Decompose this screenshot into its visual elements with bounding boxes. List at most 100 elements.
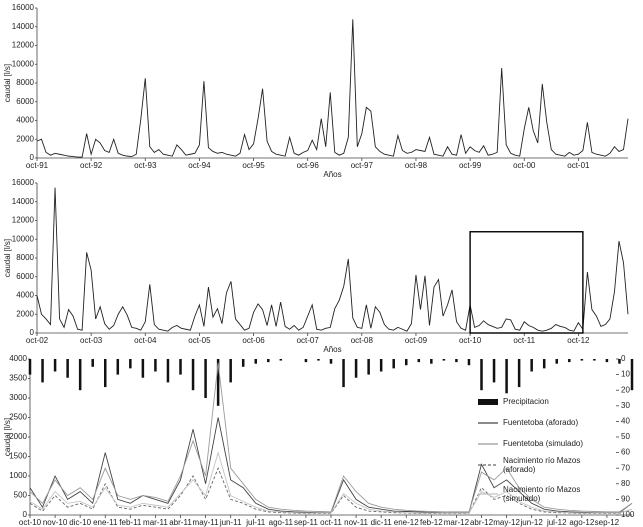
x-tick-label: oct-06 [242, 336, 265, 345]
x-tick-label: oct-95 [242, 161, 265, 170]
y2-tick-label: 90 [621, 495, 630, 504]
legend-label-line: (simulado) [503, 494, 541, 503]
legend-label: Fuentetoba (aforado) [503, 418, 578, 427]
x-tick-label: oct-05 [188, 336, 211, 345]
x-tick-label: ene-12 [394, 518, 419, 527]
precip-bar [216, 359, 220, 406]
y-tick-label: 2000 [16, 309, 34, 318]
legend-label-line: Nacimiento río Mazos [503, 485, 580, 494]
y2-tick-label: 80 [621, 479, 630, 488]
y2-tick-label: 40 [621, 417, 630, 426]
y-tick-label: 4000 [16, 116, 34, 125]
precip-bar [580, 359, 584, 361]
y-tick-label: 14000 [12, 22, 35, 31]
y2-tick-label: 20 [621, 385, 630, 394]
y2-tick-label: 60 [621, 448, 630, 457]
precip-bar [542, 359, 546, 369]
x-tick-label: oct-11 [513, 336, 535, 345]
y-tick-label: 1000 [9, 471, 27, 480]
precip-bar [267, 359, 270, 363]
legend-label: Nacimiento río Mazos (aforado) [503, 456, 580, 474]
x-tick-label: may-12 [493, 518, 520, 527]
x-tick-label: oct-94 [188, 161, 211, 170]
x-tick-label: oct-92 [80, 161, 103, 170]
precip-bar [279, 359, 283, 361]
y-tick-label: 0 [23, 510, 28, 519]
y-tick-label: 4000 [16, 291, 34, 300]
precip-bar [229, 359, 232, 383]
y-tick-label: 6000 [16, 272, 34, 281]
precip-bar [78, 359, 82, 391]
x-tick-label: oct-02 [26, 336, 49, 345]
y2-tick-label: 0 [621, 354, 626, 363]
series-line [29, 362, 633, 513]
x-tick-label: ene-11 [93, 518, 118, 527]
series-line [36, 187, 629, 332]
precip-bar [166, 359, 170, 383]
precip-bar [430, 359, 433, 364]
y-axis-label: caudal [l/s] [3, 64, 12, 102]
x-tick-label: oct-00 [513, 161, 536, 170]
x-tick-label: oct-07 [297, 336, 320, 345]
y-tick-label: 2000 [9, 432, 27, 441]
y-axis-label: caudal [l/s] [3, 239, 12, 277]
x-tick-label: nov-11 [344, 518, 368, 527]
x-tick-label: sep-11 [294, 518, 318, 527]
y-axis-label: caudal [l/s] [3, 418, 12, 456]
x-axis-label: Años [323, 345, 341, 354]
precip-bar [442, 359, 446, 361]
precip-bar [379, 359, 383, 372]
x-tick-label: mar-11 [143, 518, 168, 527]
precip-bar [630, 359, 634, 391]
x-tick-label: oct-03 [80, 336, 103, 345]
precip-bar [66, 359, 69, 378]
x-tick-label: oct-04 [134, 336, 157, 345]
y-tick-label: 8000 [16, 253, 34, 262]
precip-bar [618, 359, 621, 364]
y-tick-label: 12000 [12, 216, 35, 225]
precip-bar [254, 359, 258, 364]
precip-bar [204, 359, 207, 398]
precip-bar [304, 359, 308, 363]
precip-bar [91, 359, 94, 367]
precip-bar [191, 359, 195, 391]
y-tick-label: 8000 [16, 78, 34, 87]
x-tick-label: jul-12 [546, 518, 567, 527]
precip-bar [241, 359, 245, 367]
x-tick-label: jun-12 [520, 518, 544, 527]
precip-bar [129, 359, 132, 369]
precip-bar [154, 359, 157, 372]
y2-tick-label: 30 [621, 401, 630, 410]
y-tick-label: 10000 [12, 59, 35, 68]
precip-bar [116, 359, 120, 375]
x-axis-label: Años [323, 170, 341, 179]
x-tick-label: jun-11 [219, 518, 242, 527]
y2-tick-label: 10 [621, 370, 630, 379]
y-tick-label: 1500 [9, 452, 27, 461]
precip-bar [404, 359, 408, 366]
precip-bar [517, 359, 521, 388]
x-tick-label: oct-10 [19, 518, 42, 527]
x-tick-label: jul-11 [245, 518, 266, 527]
x-tick-label: oct-11 [320, 518, 342, 527]
x-tick-label: dic-10 [69, 518, 91, 527]
x-tick-label: dic-11 [371, 518, 393, 527]
x-tick-label: abr-12 [470, 518, 494, 527]
precip-bar [392, 359, 395, 369]
precip-bar [53, 359, 57, 372]
legend-label: Precipitacion [503, 397, 549, 406]
precip-bar [492, 359, 496, 383]
y-tick-label: 3500 [9, 374, 27, 383]
precip-bar [605, 359, 609, 363]
x-tick-label: may-11 [193, 518, 220, 527]
y2-tick-label: 70 [621, 463, 630, 472]
x-tick-label: oct-12 [567, 336, 590, 345]
y-tick-label: 16000 [12, 3, 35, 12]
x-tick-label: abr-11 [169, 518, 192, 527]
x-tick-label: oct-97 [351, 161, 374, 170]
y-tick-label: 16000 [12, 178, 35, 187]
x-tick-label: oct-09 [405, 336, 428, 345]
y-tick-label: 10000 [12, 234, 35, 243]
precip-bar [317, 359, 320, 361]
highlight-box [469, 231, 584, 334]
